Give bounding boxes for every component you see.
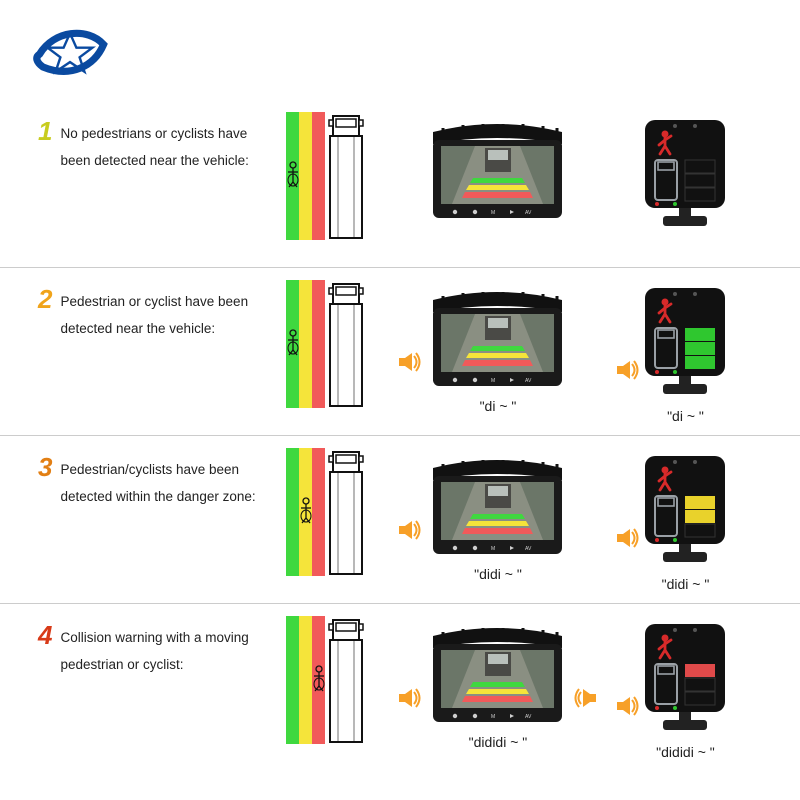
cyclist-icon (311, 664, 327, 692)
svg-text:M: M (491, 378, 495, 384)
state-description: Collision warning with a moving pedestri… (60, 622, 260, 678)
detection-zone-diagram (286, 112, 364, 242)
svg-text:AV: AV (525, 378, 532, 384)
camera-monitor-icon: M AV (425, 458, 570, 560)
monitor-caption: "didi ~ " (474, 566, 522, 582)
speaker-icon (397, 352, 421, 372)
warning-indicator-icon (639, 284, 731, 402)
speaker-icon (615, 528, 639, 548)
state-number: 2 (38, 286, 52, 312)
truck-top-icon (328, 448, 364, 578)
state-description: Pedestrian or cyclist have been detected… (60, 286, 260, 342)
speaker-icon (574, 688, 598, 708)
state-description: Pedestrian/cyclists have been detected w… (60, 454, 260, 510)
state-number: 3 (38, 454, 52, 480)
state-row-3: 3 Pedestrian/cyclists have been detected… (0, 436, 800, 604)
truck-top-icon (328, 112, 364, 242)
state-description: No pedestrians or cyclists have been det… (60, 118, 260, 174)
detection-zone-diagram (286, 448, 364, 578)
monitor-caption: "di ~ " (480, 398, 517, 414)
warning-indicator-icon (639, 116, 731, 234)
svg-text:M: M (491, 210, 495, 216)
states-table: 1 No pedestrians or cyclists have been d… (0, 100, 800, 772)
svg-text:M: M (491, 546, 495, 552)
indicator-caption: "didi ~ " (662, 576, 710, 592)
state-number: 1 (38, 118, 52, 144)
state-row-2: 2 Pedestrian or cyclist have been detect… (0, 268, 800, 436)
svg-text:M: M (491, 714, 495, 720)
cyclist-icon (298, 496, 314, 524)
state-number: 4 (38, 622, 52, 648)
state-row-1: 1 No pedestrians or cyclists have been d… (0, 100, 800, 268)
svg-text:AV: AV (525, 714, 532, 720)
monitor-caption: "dididi ~ " (469, 734, 528, 750)
camera-monitor-icon: M AV (425, 626, 570, 728)
speaker-icon (397, 520, 421, 540)
svg-text:AV: AV (525, 210, 532, 216)
detection-zone-diagram (286, 280, 364, 410)
detection-zone-diagram (286, 616, 364, 746)
state-row-4: 4 Collision warning with a moving pedest… (0, 604, 800, 772)
speaker-icon (615, 696, 639, 716)
brand-logo (30, 20, 110, 85)
truck-top-icon (328, 616, 364, 746)
speaker-icon (615, 360, 639, 380)
camera-monitor-icon: M AV (425, 122, 570, 224)
speaker-icon (397, 688, 421, 708)
warning-indicator-icon (639, 620, 731, 738)
indicator-caption: "dididi ~ " (656, 744, 715, 760)
cyclist-icon (285, 160, 301, 188)
camera-monitor-icon: M AV (425, 290, 570, 392)
warning-indicator-icon (639, 452, 731, 570)
svg-text:AV: AV (525, 546, 532, 552)
cyclist-icon (285, 328, 301, 356)
indicator-caption: "di ~ " (667, 408, 704, 424)
truck-top-icon (328, 280, 364, 410)
